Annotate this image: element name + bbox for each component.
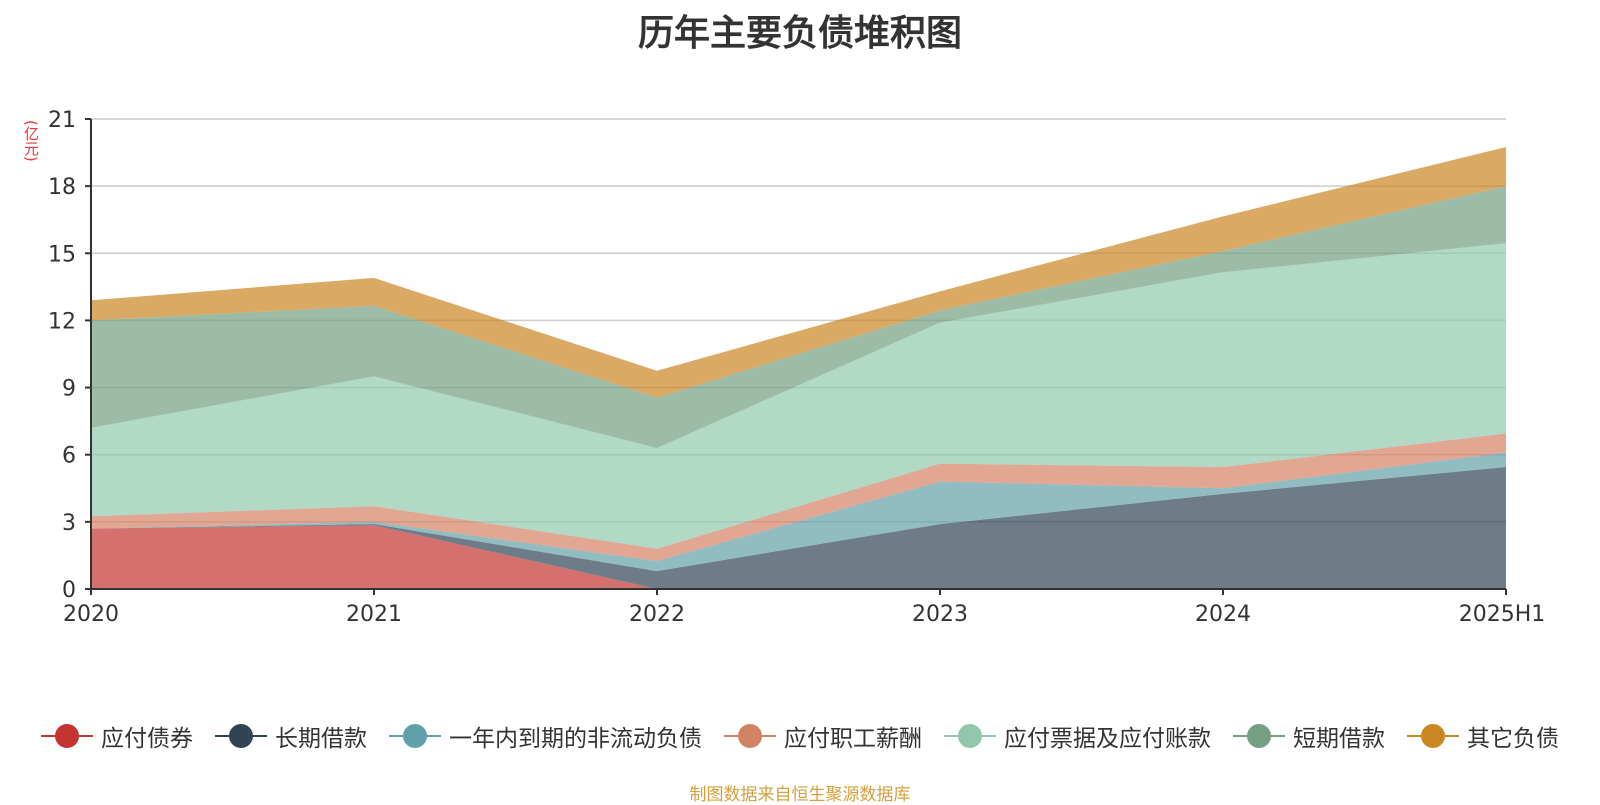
- legend-symbol: [1233, 724, 1285, 748]
- area-series-2: [91, 467, 1506, 589]
- area-series-7: [91, 146, 1506, 398]
- area-series-4: [91, 433, 1506, 562]
- legend-dot: [1421, 724, 1445, 748]
- x-tick-label: 2020: [63, 602, 119, 627]
- legend-label: 短期借款: [1293, 726, 1385, 752]
- y-tick-label: 3: [62, 511, 76, 536]
- legend-item[interactable]: 应付票据及应付账款: [944, 719, 1211, 753]
- legend-dot: [1247, 724, 1271, 748]
- legend-label: 应付债券: [101, 726, 193, 752]
- source-note: 制图数据来自恒生聚源数据库: [689, 785, 911, 805]
- legend-dot: [403, 724, 427, 748]
- legend-item[interactable]: 应付债券: [41, 719, 193, 753]
- y-axis-unit-label: (亿元): [22, 120, 40, 162]
- x-tick-label: 2024: [1195, 602, 1251, 627]
- y-tick-label: 0: [62, 578, 76, 603]
- y-tick-label: 15: [48, 242, 76, 267]
- x-tick-label: 2025H1: [1459, 602, 1546, 627]
- legend-label: 一年内到期的非流动负债: [449, 726, 702, 752]
- legend-symbol: [724, 724, 776, 748]
- legend-dot: [229, 724, 253, 748]
- legend-symbol: [1407, 724, 1459, 748]
- legend-item[interactable]: 其它负债: [1407, 719, 1559, 753]
- area-series: [91, 146, 1506, 589]
- legend-symbol: [389, 724, 441, 748]
- y-tick-label: 12: [48, 309, 76, 334]
- legend-dot: [958, 724, 982, 748]
- y-tick-label: 6: [62, 444, 76, 469]
- legend-symbol: [41, 724, 93, 748]
- legend-label: 应付票据及应付账款: [1004, 726, 1211, 752]
- legend-item[interactable]: 长期借款: [215, 719, 367, 753]
- legend-symbol: [944, 724, 996, 748]
- area-series-3: [91, 452, 1506, 572]
- axes: 0 3 6 9 12 15 18 21 2020 2021 2022 2023 2024 2025H1: [48, 108, 1545, 627]
- legend-label: 其它负债: [1467, 726, 1559, 752]
- y-tick-label: 21: [48, 108, 76, 133]
- y-tick-label: 9: [62, 377, 76, 402]
- legend-dot: [738, 724, 762, 748]
- area-series-1: [91, 525, 1506, 589]
- legend-label: 应付职工薪酬: [784, 726, 922, 752]
- legend-item[interactable]: 短期借款: [1233, 719, 1385, 753]
- area-series-6: [91, 186, 1506, 448]
- chart-title: 历年主要负债堆积图: [637, 13, 962, 54]
- y-tick-label: 18: [48, 175, 76, 200]
- legend-label: 长期借款: [275, 726, 367, 752]
- legend-symbol: [215, 724, 267, 748]
- x-tick-label: 2022: [629, 602, 685, 627]
- legend-dot: [55, 724, 79, 748]
- legend-item[interactable]: 一年内到期的非流动负债: [389, 719, 702, 753]
- legend-item[interactable]: 应付职工薪酬: [724, 719, 922, 753]
- x-tick-label: 2023: [912, 602, 968, 627]
- legend: 应付债券 长期借款 一年内到期的非流动负债 应付职工薪酬 应付票据及应付账款 短期借款 其它…: [0, 718, 1600, 754]
- area-series-5: [91, 243, 1506, 549]
- x-tick-label: 2021: [346, 602, 402, 627]
